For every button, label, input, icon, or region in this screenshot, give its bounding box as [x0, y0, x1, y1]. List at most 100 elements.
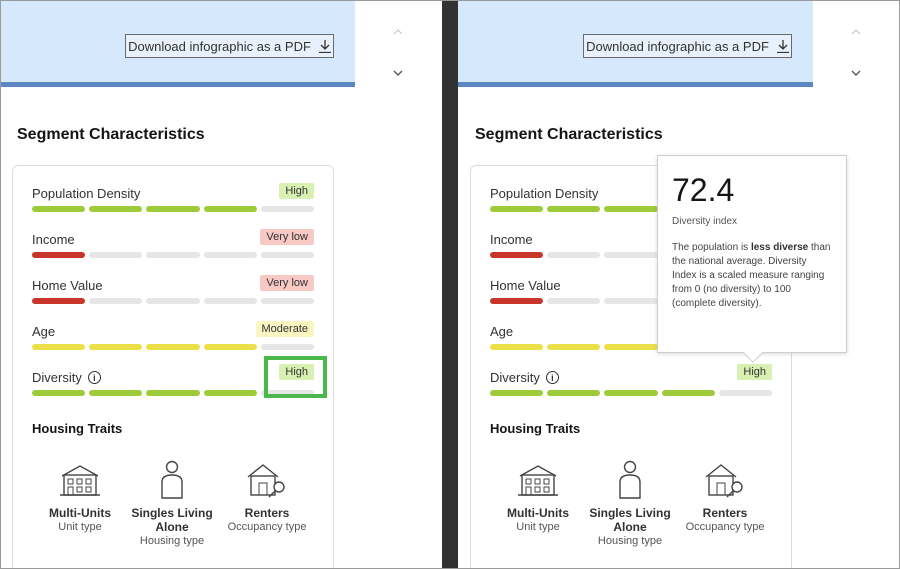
level-segment: [32, 206, 86, 212]
housing-trait: Multi-Units Unit type: [30, 460, 130, 534]
level-segment: [604, 206, 658, 212]
trait-name: Renters: [244, 506, 290, 520]
level-segment: [89, 298, 143, 304]
person-icon: [122, 460, 222, 500]
level-segment: [260, 344, 315, 350]
metric-badge: High: [279, 183, 314, 199]
trait-name: Multi-Units: [49, 506, 111, 520]
level-segment: [260, 252, 315, 258]
multi-unit-building-icon: [488, 460, 588, 500]
level-segment: [547, 390, 601, 396]
download-pdf-label: Download infographic as a PDF: [128, 38, 311, 54]
person-icon: [580, 460, 680, 500]
metric-level-bar: [32, 252, 315, 258]
scroll-control: [376, 10, 420, 94]
housing-trait: Renters Occupancy type: [675, 460, 775, 534]
level-segment: [146, 344, 200, 350]
trait-subtitle: Housing type: [139, 535, 205, 547]
level-segment: [89, 252, 143, 258]
chevron-down-icon: [851, 70, 861, 76]
metric-level-bar: [32, 298, 315, 304]
trait-subtitle: Occupancy type: [227, 521, 307, 533]
level-segment: [604, 298, 658, 304]
metric-badge: Moderate: [255, 321, 314, 337]
level-segment: [203, 344, 257, 350]
housing-traits-title: Housing Traits: [490, 421, 581, 436]
level-segment: [547, 252, 601, 258]
diversity-badge-highlight: [264, 356, 327, 398]
level-segment: [547, 206, 601, 212]
info-icon[interactable]: i: [87, 371, 101, 384]
trait-subtitle: Occupancy type: [685, 521, 765, 533]
trait-name: Multi-Units: [507, 506, 569, 520]
level-segment: [146, 390, 200, 396]
level-segment: [89, 390, 143, 396]
level-segment: [260, 390, 315, 396]
level-segment: [661, 390, 715, 396]
chevron-up-icon: [393, 28, 403, 34]
level-segment: [260, 298, 315, 304]
level-segment: [32, 252, 86, 258]
scroll-down-button[interactable]: [393, 68, 403, 78]
info-icon[interactable]: i: [545, 371, 559, 384]
level-segment: [490, 344, 544, 350]
download-pdf-button[interactable]: Download infographic as a PDF: [583, 34, 792, 58]
level-segment: [32, 344, 86, 350]
metric-label: Diversity i: [32, 370, 101, 385]
trait-subtitle: Unit type: [516, 521, 560, 533]
level-segment: [604, 390, 658, 396]
metric-badge: Very low: [260, 275, 314, 291]
level-segment: [203, 206, 257, 212]
left-panel: Download infographic as a PDF Segment Ch…: [0, 0, 442, 569]
metric-badge: Very low: [260, 229, 314, 245]
metric-label: Income: [490, 232, 533, 247]
metric-badge[interactable]: High: [279, 364, 314, 380]
section-title: Segment Characteristics: [17, 126, 205, 143]
metric-level-bar: [32, 390, 315, 396]
trait-subtitle: Unit type: [58, 521, 102, 533]
header-band: Download infographic as a PDF: [458, 0, 813, 87]
housing-trait: Singles Living Alone Housing type: [580, 460, 680, 548]
download-pdf-label: Download infographic as a PDF: [586, 38, 769, 54]
level-segment: [146, 206, 200, 212]
level-segment: [490, 252, 544, 258]
level-segment: [604, 252, 658, 258]
trait-name: Renters: [702, 506, 748, 520]
scroll-down-button[interactable]: [851, 68, 861, 78]
housing-trait: Multi-Units Unit type: [488, 460, 588, 534]
level-segment: [203, 252, 257, 258]
header-band: Download infographic as a PDF: [0, 0, 355, 87]
scroll-up-button[interactable]: [851, 26, 861, 36]
housing-traits-title: Housing Traits: [32, 421, 123, 436]
section-title: Segment Characteristics: [475, 126, 663, 143]
house-key-icon: [217, 460, 317, 500]
level-segment: [547, 298, 601, 304]
trait-name: Singles Living Alone: [589, 506, 671, 534]
chevron-up-icon: [851, 28, 861, 34]
metric-label: Home Value: [490, 278, 561, 293]
tooltip-label: Diversity index: [672, 216, 738, 227]
level-segment: [718, 390, 773, 396]
level-segment: [89, 206, 143, 212]
multi-unit-building-icon: [30, 460, 130, 500]
download-icon: [318, 39, 331, 53]
level-segment: [490, 390, 544, 396]
metric-label: Home Value: [32, 278, 103, 293]
metric-label: Population Density: [32, 186, 141, 201]
download-pdf-button[interactable]: Download infographic as a PDF: [125, 34, 334, 58]
level-segment: [604, 344, 658, 350]
metric-label: Diversity i: [490, 370, 559, 385]
housing-trait: Renters Occupancy type: [217, 460, 317, 534]
level-segment: [490, 206, 544, 212]
house-key-icon: [675, 460, 775, 500]
level-segment: [490, 298, 544, 304]
metric-label: Income: [32, 232, 75, 247]
tooltip-value: 72.4: [672, 172, 735, 208]
scroll-control: [834, 10, 878, 94]
housing-trait: Singles Living Alone Housing type: [122, 460, 222, 548]
trait-name: Singles Living Alone: [131, 506, 213, 534]
level-segment: [32, 390, 86, 396]
level-segment: [146, 298, 200, 304]
metric-badge[interactable]: High: [737, 364, 772, 380]
scroll-up-button[interactable]: [393, 26, 403, 36]
